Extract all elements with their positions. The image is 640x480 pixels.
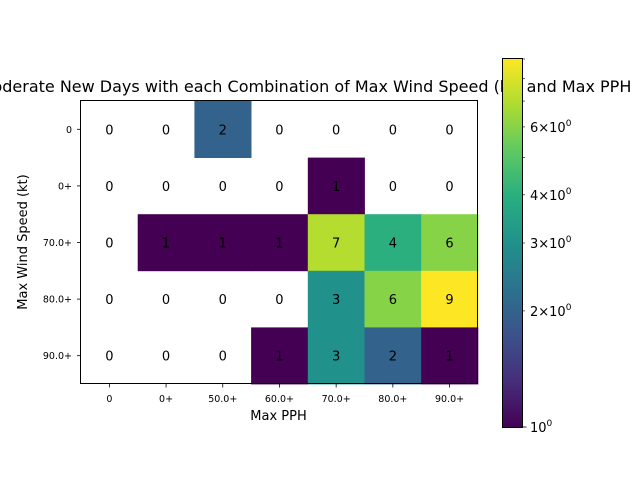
- heatmap-cell: [251, 327, 309, 385]
- x-tick-label: 90.0+: [435, 394, 464, 405]
- cell-value-label: 0: [275, 293, 283, 308]
- chart-title: Moderate New Days with each Combination …: [0, 77, 631, 96]
- y-tick-label: 0+: [58, 181, 72, 192]
- cell-value-label: 1: [219, 237, 227, 252]
- heatmap-cell: [194, 101, 252, 158]
- cell-value-label: 0: [162, 350, 170, 365]
- cell-value-label: 0: [389, 180, 397, 195]
- cell-value-label: 4: [389, 237, 397, 252]
- cell-value-label: 0: [105, 123, 113, 138]
- heatmap-cell: [364, 214, 422, 272]
- cell-value-label: 6: [389, 293, 397, 308]
- heatmap-cell: [137, 214, 195, 272]
- colorbar-tick-label: 2×100: [530, 303, 572, 320]
- heatmap-cell: [307, 157, 365, 215]
- cell-value-label: 2: [219, 123, 227, 138]
- x-axis-label: Max PPH: [250, 409, 306, 424]
- cell-value-label: 3: [332, 350, 340, 365]
- cell-value-label: 1: [162, 237, 170, 252]
- x-tick-label: 50.0+: [208, 394, 237, 405]
- cell-value-label: 0: [332, 123, 340, 138]
- cell-value-label: 0: [162, 180, 170, 195]
- heatmap-cell: [421, 214, 479, 272]
- y-tick-label: 90.0+: [43, 351, 72, 362]
- heatmap-cell: [194, 214, 252, 272]
- cell-value-label: 0: [219, 293, 227, 308]
- y-axis-ticks: 0 0+ 70.0+ 80.0+ 90.0+: [43, 125, 81, 362]
- heatmap-cell: [307, 327, 365, 385]
- cell-value-label: 0: [162, 293, 170, 308]
- heatmap-cell: [421, 270, 479, 328]
- plot-frame: [80, 100, 478, 384]
- colorbar-tick-label: 6×100: [530, 119, 572, 136]
- colorbar-tick-label: 100: [530, 419, 553, 436]
- heatmap-cell: [307, 214, 365, 272]
- cell-value-label: 7: [332, 237, 340, 252]
- x-tick-label: 60.0+: [265, 394, 294, 405]
- x-axis-ticks: 0 0+ 50.0+ 60.0+ 70.0+ 80.0+ 90.0+: [106, 384, 464, 405]
- cell-value-label: 0: [105, 237, 113, 252]
- x-tick-label: 80.0+: [378, 394, 407, 405]
- colorbar: [502, 58, 523, 428]
- cell-value-label: 9: [445, 293, 453, 308]
- x-tick-label: 0: [106, 394, 112, 405]
- cell-value-label: 0: [219, 180, 227, 195]
- heatmap-cells: [137, 101, 479, 385]
- y-axis-label: Max Wind Speed (kt): [16, 174, 31, 309]
- cell-value-label: 0: [105, 180, 113, 195]
- cell-value-label: 0: [445, 123, 453, 138]
- heatmap-cell: [307, 270, 365, 328]
- cell-value-label: 1: [275, 237, 283, 252]
- cell-value-label: 0: [105, 350, 113, 365]
- cell-value-label: 1: [445, 350, 453, 365]
- cell-value-label: 0: [275, 180, 283, 195]
- y-tick-label: 0: [66, 125, 72, 136]
- heatmap-cell: [364, 270, 422, 328]
- heatmap-cell: [251, 214, 309, 272]
- cell-value-label: 0: [219, 350, 227, 365]
- colorbar-ticks: 100 2×100 3×100 4×100 6×100: [523, 58, 572, 436]
- cell-value-label: 1: [275, 350, 283, 365]
- y-tick-label: 80.0+: [43, 295, 72, 306]
- cell-value-label: 1: [332, 180, 340, 195]
- heatmap-cell: [421, 327, 479, 385]
- cell-value-label: 3: [332, 293, 340, 308]
- cell-value-label: 0: [275, 123, 283, 138]
- cell-value-labels: 0 0 2 0 0 0 0 0 0 0 0 1 0 0 0 1 1 1 7 4 6 0 0 0 0 3 6 9 0 0 0 1 3 2 1: [105, 123, 453, 364]
- cell-value-label: 0: [389, 123, 397, 138]
- y-tick-label: 70.0+: [43, 238, 72, 249]
- colorbar-tick-label: 3×100: [530, 235, 572, 252]
- x-tick-label: 0+: [159, 394, 173, 405]
- cell-value-label: 0: [445, 180, 453, 195]
- heatmap-cell: [364, 327, 422, 385]
- cell-value-label: 0: [162, 123, 170, 138]
- x-tick-label: 70.0+: [322, 394, 351, 405]
- colorbar-tick-label: 4×100: [530, 187, 572, 204]
- cell-value-label: 2: [389, 350, 397, 365]
- cell-value-label: 6: [445, 237, 453, 252]
- cell-value-label: 0: [105, 293, 113, 308]
